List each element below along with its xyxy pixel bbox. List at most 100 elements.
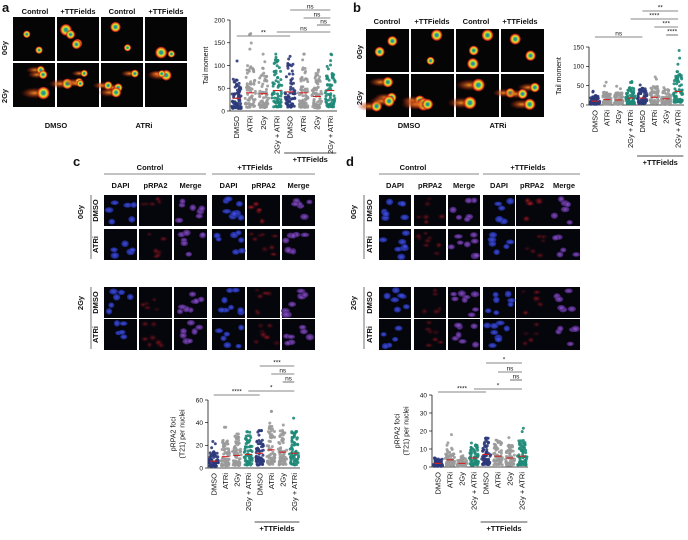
data-point: [613, 100, 617, 104]
data-point: [273, 96, 277, 100]
significance-label: *: [270, 385, 273, 392]
data-point: [274, 55, 278, 59]
data-point: [312, 88, 316, 92]
category-label: ATRi: [299, 116, 308, 132]
data-point: [264, 90, 268, 94]
data-point: [473, 462, 477, 466]
data-point: [450, 448, 454, 452]
comet-image-tile: [411, 29, 454, 72]
y-tick-label: 100: [214, 63, 225, 70]
panel-d-channel-header: DAPI: [490, 181, 508, 190]
data-point: [276, 80, 280, 84]
data-point: [247, 85, 251, 89]
data-point: [303, 66, 307, 70]
data-point: [504, 455, 508, 459]
data-point: [644, 89, 648, 93]
data-point: [439, 459, 443, 463]
data-point: [667, 88, 671, 92]
data-point: [445, 460, 449, 464]
data-point: [485, 448, 489, 452]
data-point: [520, 444, 524, 448]
comet-image-tile: [145, 63, 187, 107]
data-point: [618, 96, 622, 100]
data-point: [597, 101, 601, 105]
data-point: [290, 436, 294, 440]
significance-label: ****: [649, 13, 660, 20]
data-point: [481, 449, 485, 453]
category-label: ATRi: [602, 110, 611, 126]
micrograph-tile: [483, 195, 515, 226]
data-point: [294, 449, 298, 453]
data-point: [523, 446, 527, 450]
data-point: [651, 101, 655, 105]
data-point: [211, 439, 215, 443]
significance-label: ns: [279, 368, 287, 375]
data-point: [260, 99, 264, 103]
micrograph-tile: [414, 195, 447, 226]
data-point: [469, 445, 473, 449]
data-point: [232, 462, 236, 466]
data-point: [498, 439, 502, 443]
data-point: [331, 75, 335, 79]
data-point: [617, 93, 621, 97]
data-point: [250, 96, 254, 100]
data-point: [499, 449, 503, 453]
data-point: [673, 87, 677, 91]
data-point: [272, 90, 276, 94]
data-point: [524, 451, 528, 455]
panel-d-channel-header: DAPI: [386, 181, 404, 190]
data-point: [245, 441, 249, 445]
data-point: [291, 97, 295, 101]
data-point: [237, 89, 241, 93]
data-point: [279, 98, 283, 102]
panel-a-comet-images: [13, 17, 187, 107]
data-point: [284, 75, 288, 79]
data-point: [258, 76, 262, 80]
data-point: [245, 439, 249, 443]
data-point: [262, 96, 266, 100]
category-label: DMSO: [638, 110, 647, 133]
data-point: [282, 454, 286, 458]
data-point: [296, 451, 300, 455]
data-point: [678, 56, 682, 60]
data-point: [450, 454, 454, 458]
data-point: [258, 89, 262, 93]
panel-a: a Control +TTFields Control +TTFields 0G…: [0, 0, 337, 164]
data-point: [246, 98, 250, 102]
data-point: [602, 90, 606, 94]
data-point: [255, 439, 259, 443]
comet-image-tile: [57, 17, 99, 61]
data-point: [222, 458, 226, 462]
data-point: [655, 92, 659, 96]
data-point: [225, 439, 229, 443]
y-tick-label: 0: [423, 464, 427, 471]
data-point: [452, 460, 456, 464]
data-point: [276, 76, 280, 80]
y-tick-label: 40: [420, 392, 428, 399]
data-point: [292, 91, 296, 95]
data-point: [511, 449, 515, 453]
data-point: [313, 106, 317, 110]
data-point: [301, 105, 305, 109]
comet-image-tile: [501, 29, 544, 72]
data-point: [274, 52, 278, 56]
data-point: [264, 78, 268, 82]
data-point: [220, 459, 224, 463]
micrograph-tile: [448, 287, 480, 318]
data-point: [446, 441, 450, 445]
micrograph-tile: [139, 195, 172, 226]
category-label: DMSO: [232, 116, 241, 139]
data-point: [460, 464, 464, 468]
significance-label: ns: [513, 374, 521, 381]
data-point: [292, 431, 296, 435]
data-point: [492, 463, 496, 467]
data-point: [263, 60, 267, 64]
data-point: [677, 49, 681, 53]
micrograph-tile: [174, 195, 207, 226]
data-point: [287, 57, 291, 61]
data-point: [498, 458, 502, 462]
data-point: [330, 98, 334, 102]
micrograph-tile: [379, 287, 411, 318]
data-point: [592, 95, 596, 99]
